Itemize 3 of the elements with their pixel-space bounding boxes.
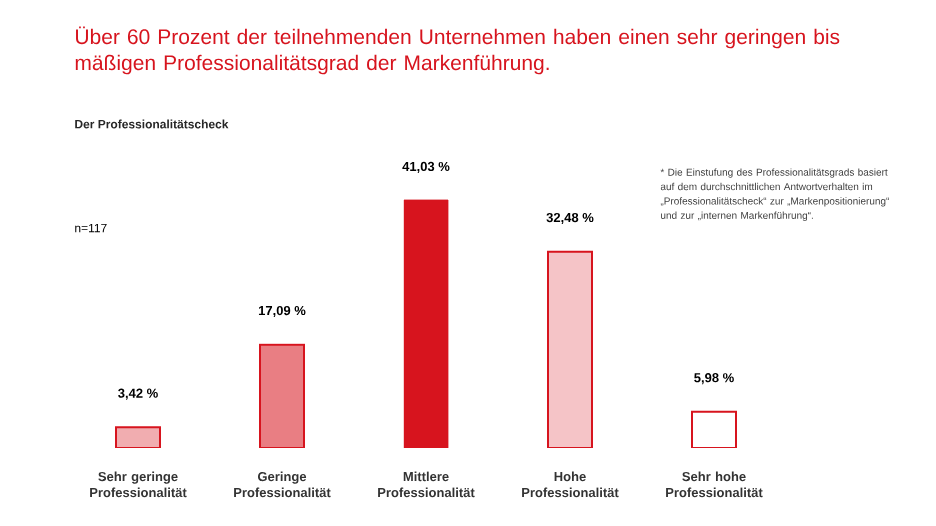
bar bbox=[403, 199, 449, 448]
chart-title: Über 60 Prozent der teilnehmenden Unternehmen haben einen sehr geringen bis mäßigen Professionalitätsgrad der Markenführung. bbox=[75, 26, 840, 75]
bar bbox=[259, 343, 306, 448]
